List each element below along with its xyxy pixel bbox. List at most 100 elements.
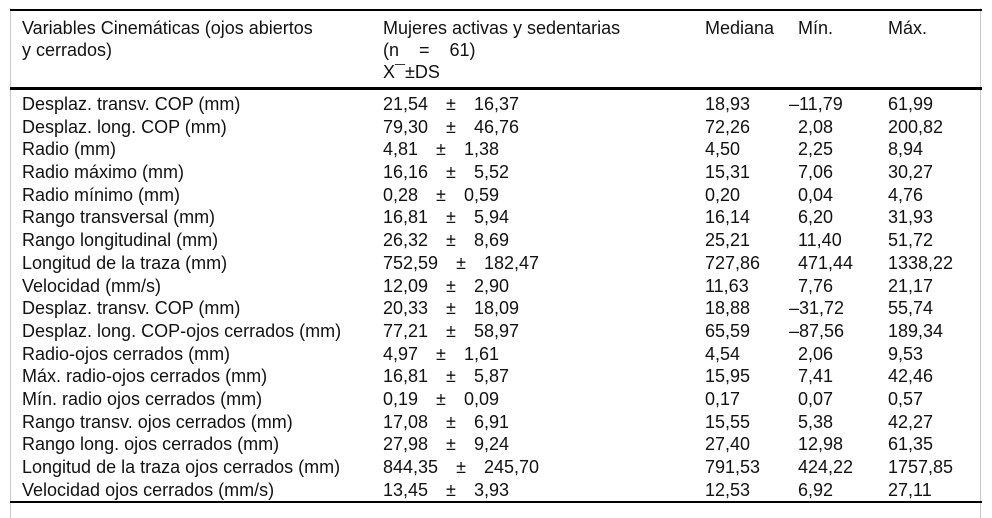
median-value: 0,20 xyxy=(705,184,741,205)
max-value: 1338,22 xyxy=(888,252,954,273)
mean-value: 752,59 xyxy=(383,252,439,273)
median-value: 791,53 xyxy=(705,457,761,477)
max-value: 4,76 xyxy=(888,184,924,205)
max-value: 42,27 xyxy=(888,411,934,432)
min-value: 7,76 xyxy=(798,275,834,296)
sd-value: 5,52 xyxy=(473,162,509,183)
plus-minus-symbol: ± xyxy=(436,139,446,160)
plus-minus-symbol: ± xyxy=(436,184,446,205)
min-value: 2,08 xyxy=(798,116,834,137)
plus-minus-symbol: ± xyxy=(456,457,466,477)
sd-value: 16,37 xyxy=(473,94,519,114)
max-value: 51,72 xyxy=(888,230,934,251)
median-value: 727,86 xyxy=(705,252,761,273)
sd-value: 245,70 xyxy=(483,457,540,477)
plus-minus-symbol: ± xyxy=(456,252,466,273)
header-separator-rule xyxy=(10,87,982,90)
min-value: 5,38 xyxy=(798,411,834,432)
plus-minus-symbol: ± xyxy=(446,162,456,183)
mean-sd-cell: 13,45 ± 3,93 xyxy=(383,479,705,502)
mean-sd-cell: 79,30 ± 46,76 xyxy=(383,116,705,139)
max-value: 0,57 xyxy=(888,388,924,409)
min-value: 11,40 xyxy=(798,230,842,251)
median-value: 25,21 xyxy=(705,230,751,251)
table-row: Radio (mm) 4,81 ± 1,38 4,50 2,25 8,94 xyxy=(10,138,982,161)
mean-value: 27,98 xyxy=(383,434,429,455)
col-header-min: Mín. xyxy=(798,18,834,38)
table-row: Desplaz. long. COP-ojos cerrados (mm) 77… xyxy=(10,320,982,343)
mean-value: 21,54 xyxy=(383,94,429,114)
variable-label: Rango long. ojos cerrados (mm) xyxy=(22,434,280,455)
max-value: 8,94 xyxy=(888,139,924,160)
median-value: 27,40 xyxy=(705,434,751,455)
variable-label: Rango transversal (mm) xyxy=(22,207,216,228)
variable-label: Radio máximo (mm) xyxy=(22,162,185,183)
mean-value: 844,35 xyxy=(383,457,439,477)
median-value: 18,93 xyxy=(705,94,751,114)
table-row: Velocidad ojos cerrados (mm/s) 13,45 ± 3… xyxy=(10,479,982,502)
min-value: 424,22 xyxy=(798,457,854,477)
sd-value: 1,38 xyxy=(463,139,499,160)
group-header-sample-size: (n = 61) xyxy=(383,40,476,60)
plus-minus-symbol: ± xyxy=(446,434,456,455)
table-right-border xyxy=(980,8,981,518)
sd-value: 9,24 xyxy=(473,434,509,455)
median-value: 15,31 xyxy=(705,162,751,183)
table-row: Radio-ojos cerrados (mm) 4,97 ± 1,61 4,5… xyxy=(10,343,982,366)
mean-value: 17,08 xyxy=(383,411,429,432)
max-value: 42,46 xyxy=(888,366,934,387)
plus-minus-symbol: ± xyxy=(446,94,456,114)
table-row: Radio mínimo (mm) 0,28 ± 0,59 0,20 0,04 … xyxy=(10,184,982,207)
table-left-border xyxy=(10,8,11,518)
variable-label: Velocidad (mm/s) xyxy=(22,275,162,296)
min-value: 0,04 xyxy=(798,184,834,205)
min-value: –87,56 xyxy=(789,320,845,341)
median-value: 4,50 xyxy=(705,139,741,160)
col-header-variables: Variables Cinemáticas (ojos abiertos y c… xyxy=(22,18,313,60)
mean-sd-cell: 752,59 ± 182,47 xyxy=(383,252,705,275)
mean-value: 79,30 xyxy=(383,116,429,137)
median-value: 15,55 xyxy=(705,411,751,432)
sd-value: 8,69 xyxy=(473,230,509,251)
min-value: –31,72 xyxy=(789,298,845,319)
sd-value: 5,87 xyxy=(473,366,509,387)
median-value: 4,54 xyxy=(705,343,741,364)
min-value: 471,44 xyxy=(798,252,854,273)
median-value: 12,53 xyxy=(705,479,751,500)
median-value: 65,59 xyxy=(705,320,751,341)
plus-minus-symbol: ± xyxy=(446,207,456,228)
plus-minus-symbol: ± xyxy=(446,366,456,387)
sd-value: 2,90 xyxy=(473,275,509,296)
mean-value: 20,33 xyxy=(383,298,429,319)
plus-minus-symbol: ± xyxy=(436,343,446,364)
mean-sd-cell: 77,21 ± 58,97 xyxy=(383,320,705,343)
variable-label: Rango longitudinal (mm) xyxy=(22,230,219,251)
table-row: Desplaz. transv. COP (mm) 21,54 ± 16,37 … xyxy=(10,93,982,116)
variable-label: Longitud de la traza ojos cerrados (mm) xyxy=(22,457,341,477)
min-value: –11,79 xyxy=(789,94,843,114)
median-value: 11,63 xyxy=(705,275,749,296)
variable-label: Radio-ojos cerrados (mm) xyxy=(22,343,231,364)
table-row: Mín. radio ojos cerrados (mm) 0,19 ± 0,0… xyxy=(10,388,982,411)
max-value: 27,11 xyxy=(888,479,932,500)
max-value: 61,35 xyxy=(888,434,934,455)
mean-sd-cell: 26,32 ± 8,69 xyxy=(383,229,705,252)
mean-value: 16,81 xyxy=(383,366,429,387)
mean-value: 77,21 xyxy=(383,320,429,341)
sd-value: 5,94 xyxy=(473,207,509,228)
mean-sd-cell: 4,81 ± 1,38 xyxy=(383,138,705,161)
mean-sd-cell: 16,81 ± 5,87 xyxy=(383,365,705,388)
variable-label: Radio mínimo (mm) xyxy=(22,184,181,205)
sd-value: 1,61 xyxy=(463,343,499,364)
variable-label: Desplaz. long. COP (mm) xyxy=(22,116,227,137)
plus-minus-symbol: ± xyxy=(446,116,456,137)
mean-sd-cell: 12,09 ± 2,90 xyxy=(383,275,705,298)
table-row: Desplaz. long. COP (mm) 79,30 ± 46,76 72… xyxy=(10,116,982,139)
max-value: 31,93 xyxy=(888,207,934,228)
table-bottom-rule xyxy=(10,501,982,504)
max-value: 30,27 xyxy=(888,162,934,183)
min-value: 2,25 xyxy=(798,139,834,160)
mean-sd-cell: 0,28 ± 0,59 xyxy=(383,184,705,207)
min-value: 6,20 xyxy=(798,207,834,228)
max-value: 1757,85 xyxy=(888,457,954,477)
